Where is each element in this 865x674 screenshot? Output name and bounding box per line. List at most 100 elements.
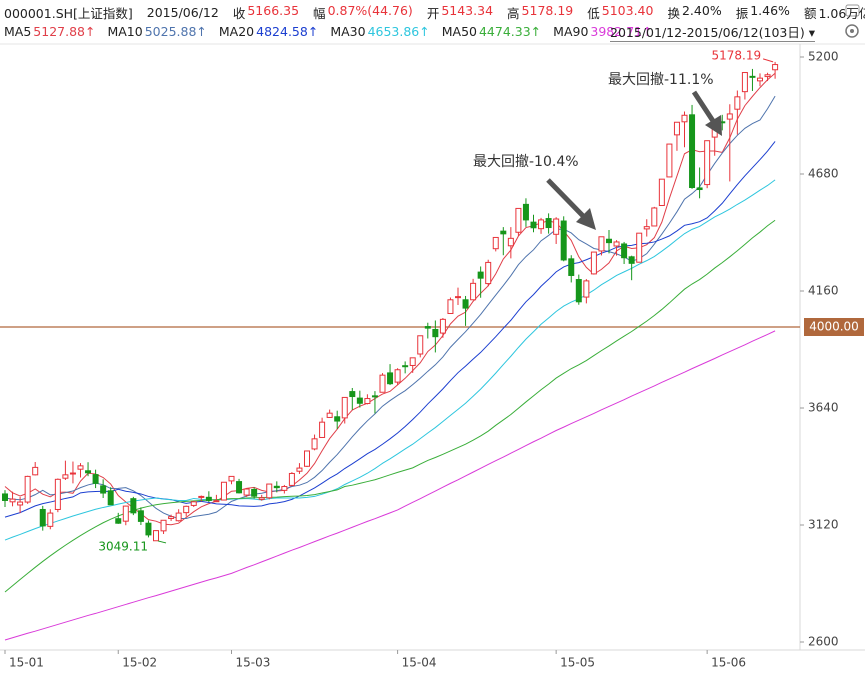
plot-area: 5178.19 3049.11 [0, 48, 800, 641]
candle-body [77, 465, 84, 470]
x-tick-label: 15-04 [402, 656, 437, 670]
legend-name: MA90 [553, 23, 589, 39]
field-value: 5103.40 [601, 2, 654, 18]
range-selector[interactable]: 2015/01/12-2015/06/12(103日) ▾ [610, 22, 815, 42]
icon-dot [850, 29, 854, 33]
candle-body [115, 518, 122, 524]
ma-line [4, 141, 776, 518]
legend-value: 4653.86↑ [367, 23, 430, 39]
quote-field: 换 2.40% [667, 3, 721, 22]
arrow-head [576, 208, 596, 230]
candle-body [24, 475, 31, 503]
candle-body [2, 493, 8, 501]
candle-body [598, 236, 605, 252]
quote-field: 收 5166.35 [233, 3, 299, 22]
candle-body [764, 74, 771, 78]
legend-item: MA30 4653.86↑ [330, 24, 429, 39]
candle-body [500, 230, 507, 235]
candle-body [273, 485, 280, 489]
arrow-shaft [691, 90, 718, 126]
candle-body [658, 178, 665, 207]
quote-field: 高 5178.19 [507, 3, 573, 22]
legend-item: MA20 4824.58↑ [219, 24, 318, 39]
candle-body [522, 203, 529, 221]
candle-body [545, 218, 552, 229]
icon-ring [845, 24, 859, 38]
candle-body [462, 299, 469, 309]
candle-body [515, 207, 522, 233]
field-label: 收 [232, 5, 246, 21]
field-label: 换 [667, 5, 680, 21]
candle-body [304, 450, 310, 467]
field-value: 1.06万亿 [818, 5, 865, 21]
legend-name: MA30 [330, 23, 366, 39]
candle-body [205, 496, 212, 501]
field-label: 低 [587, 5, 600, 21]
legend-name: MA10 [107, 23, 143, 39]
field-label: 高 [507, 5, 520, 21]
settings-icon[interactable] [845, 24, 859, 38]
candle-body [243, 488, 250, 496]
x-tick-label: 15-02 [122, 656, 157, 670]
candle-body [371, 395, 378, 398]
candle-body [402, 365, 409, 368]
symbol: 000001.SH[上证指数] [4, 5, 133, 21]
candle-body [183, 505, 190, 514]
legend-name: MA5 [4, 23, 32, 39]
candle-body [417, 335, 424, 355]
y-tick-label: 4680 [808, 167, 839, 181]
x-tick-label: 15-05 [560, 656, 595, 670]
candle-body [606, 238, 612, 244]
candle-body [439, 318, 446, 334]
legend-value: 4474.33↑ [478, 23, 542, 39]
candle-body [334, 416, 341, 422]
candle-body [636, 232, 643, 263]
candle-body [568, 258, 575, 276]
low-marker [157, 540, 167, 544]
candle-body [266, 483, 273, 499]
candle-body [160, 519, 167, 532]
annotation-text: 最大回撤-10.4% [473, 154, 579, 170]
legend-item: MA90 3982.71↑ [553, 24, 652, 39]
quote-field: 振 1.46% [736, 3, 790, 22]
window-icon[interactable] [845, 4, 860, 17]
candle-body [311, 438, 318, 450]
candle-body [575, 279, 582, 303]
candle-body [281, 486, 288, 491]
candle-body [69, 472, 76, 475]
y-tick-label: 5200 [808, 50, 839, 64]
candle-body [749, 75, 756, 78]
high-marker [762, 58, 774, 63]
candle-body [741, 72, 748, 93]
y-tick-label: 2600 [808, 635, 839, 649]
date: 2015/06/12 [146, 4, 219, 20]
x-tick-label: 15-01 [9, 656, 44, 670]
price-line-tag [804, 318, 864, 336]
quote-header: 000001.SH[上证指数] 2015/06/12 收 5166.35 幅 0.87… [4, 2, 865, 22]
candle-body [47, 512, 54, 527]
annotation-text: 最大回撤-11.1% [608, 72, 714, 88]
quote-field: 开 5143.34 [427, 3, 493, 22]
candle-body [175, 512, 182, 522]
quote-field: 幅 0.87%(44.76) [313, 3, 413, 22]
candle-body [689, 114, 696, 188]
x-tick-label: 15-06 [711, 656, 746, 670]
candle-body [341, 396, 348, 419]
candle-body [432, 328, 439, 338]
legend-item: MA5 5127.88↑ [4, 24, 95, 39]
candle-body [704, 140, 711, 186]
y-tick-label: 3120 [808, 518, 839, 532]
candle-body [560, 220, 567, 261]
candle-body [32, 466, 39, 476]
candle-body [137, 510, 144, 522]
annotation-arrow [546, 178, 596, 230]
ma-line [4, 95, 776, 519]
candle-body [100, 485, 107, 494]
candle-body [356, 397, 363, 404]
candle-body [130, 498, 137, 514]
candle-body [681, 114, 688, 123]
candle-body [726, 113, 733, 120]
field-label: 额 [803, 5, 817, 21]
